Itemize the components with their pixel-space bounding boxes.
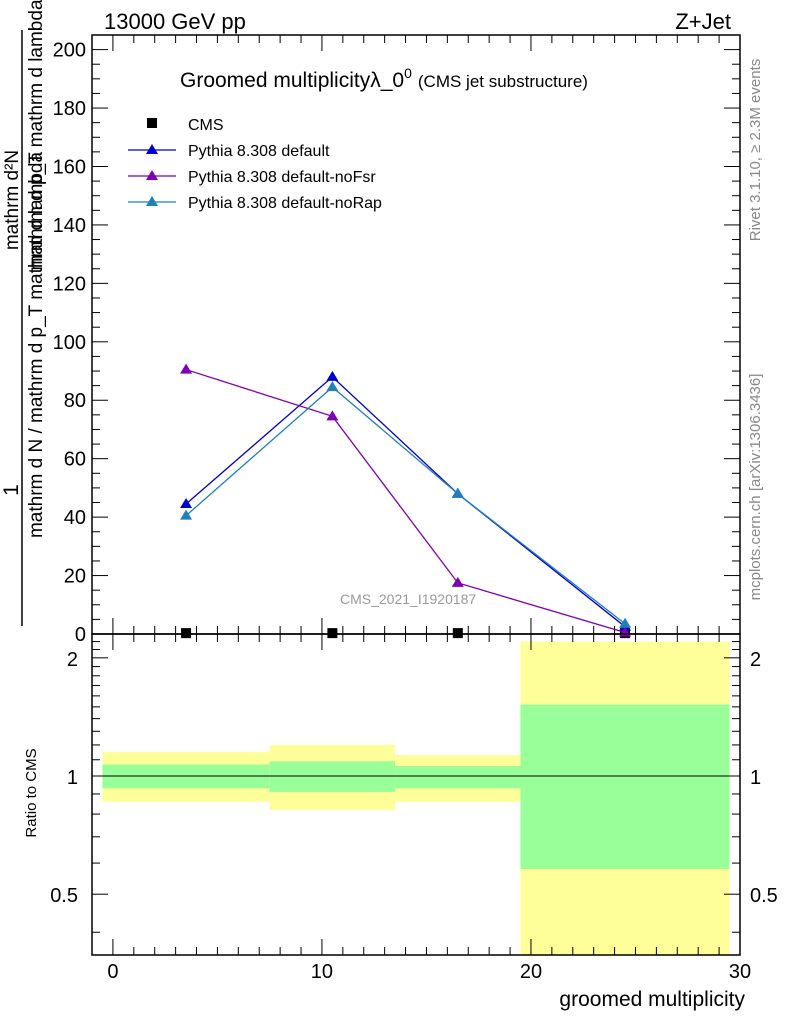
ratio-bands: [102, 641, 730, 955]
ratio-y-axis-label: Ratio to CMS: [23, 748, 40, 837]
legend-marker-default: [146, 144, 158, 154]
ylabel-inner-numerator: mathrm d²N: [2, 150, 23, 250]
ratio-axes: 0.5 0.51 12 20 10 20 30: [50, 634, 778, 983]
ratio-y-tick-label: 0.5: [50, 885, 78, 907]
y-tick-label: 140: [53, 215, 86, 237]
ratio-y-tick-label-right: 2: [750, 649, 761, 671]
ylabel-numerator-one: 1: [0, 484, 23, 496]
header-right-label: Z+Jet: [675, 9, 731, 34]
legend-label-default: Pythia 8.308 default: [188, 143, 330, 160]
y-tick-label: 60: [64, 449, 86, 471]
plot-title-sup: 0: [404, 65, 412, 81]
series-line: [185, 386, 626, 625]
main-axes: 0 20 40 60 80 100 120 140 160 180 200: [53, 34, 741, 646]
legend-label-norap: Pythia 8.308 default-noRap: [188, 195, 382, 212]
ratio-y-tick-label-right: 0.5: [750, 885, 778, 907]
mcplots-label: mcplots.cern.ch [arXiv:1306.3436]: [747, 374, 764, 601]
series-line: [185, 375, 626, 628]
ratio-y-tick-label-right: 1: [750, 767, 761, 789]
legend-marker-norap: [146, 196, 158, 206]
uncertainty-band-inner: [269, 761, 396, 793]
series-line: [185, 368, 626, 634]
y-tick-label: 40: [64, 507, 86, 529]
ratio-y-tick-label: 1: [67, 767, 78, 789]
mc-data-point: [180, 363, 193, 374]
legend-marker-nofsr: [146, 170, 158, 180]
y-tick-label: 180: [53, 98, 86, 120]
x-axis-label: groomed multiplicity: [559, 988, 745, 1011]
mc-data-point: [326, 370, 339, 381]
mc-data-point: [451, 487, 464, 498]
y-tick-label: 120: [53, 273, 86, 295]
rivet-version-label: Rivet 3.1.10, ≥ 2.3M events: [747, 59, 764, 242]
y-tick-label: 80: [64, 390, 86, 412]
x-tick-label: 20: [520, 961, 542, 983]
mc-data-point: [619, 617, 632, 628]
ratio-plot-frame: [91, 633, 741, 956]
uncertainty-band-inner: [520, 704, 730, 869]
mc-data-point: [180, 497, 193, 508]
y-tick-label: 20: [64, 566, 86, 588]
x-tick-label: 10: [311, 961, 333, 983]
cms-data-point: [327, 628, 338, 639]
y-tick-label: 200: [53, 40, 86, 62]
y-tick-label: 160: [53, 156, 86, 178]
x-tick-label: 30: [729, 961, 751, 983]
legend-marker-cms: [147, 118, 157, 128]
ylabel-denominator: mathrm d N / mathrm d p_T mathrm d lambd…: [26, 152, 47, 539]
analysis-watermark: CMS_2021_I1920187: [340, 591, 476, 607]
cms-data-point: [181, 628, 192, 639]
legend: CMS Pythia 8.308 default Pythia 8.308 de…: [128, 117, 382, 212]
ylabel-inner-denominator: mathrm d p_T mathrm d lambda: [26, 0, 47, 271]
ratio-y-tick-label: 2: [67, 649, 78, 671]
header-left-label: 13000 GeV pp: [104, 9, 246, 34]
plot-title-main: Groomed multiplicityλ_0: [180, 69, 404, 92]
uncertainty-band-inner: [395, 766, 521, 789]
mc-data-point: [326, 381, 339, 392]
mc-data-point: [180, 509, 193, 520]
mc-data-point: [326, 410, 339, 421]
mc-data-point: [451, 576, 464, 587]
legend-label-cms: CMS: [188, 117, 224, 134]
legend-label-nofsr: Pythia 8.308 default-noFsr: [188, 169, 376, 186]
y-tick-label: 0: [75, 624, 86, 646]
plot-title: Groomed multiplicityλ_00 (CMS jet substru…: [180, 65, 588, 92]
plot-title-suffix: (CMS jet substructure): [418, 72, 588, 91]
main-y-axis-label: 1 mathrm d N / mathrm d p_T mathrm d lam…: [0, 0, 47, 626]
y-tick-label: 100: [53, 332, 86, 354]
x-tick-label: 0: [107, 961, 118, 983]
cms-data-point: [452, 628, 463, 639]
